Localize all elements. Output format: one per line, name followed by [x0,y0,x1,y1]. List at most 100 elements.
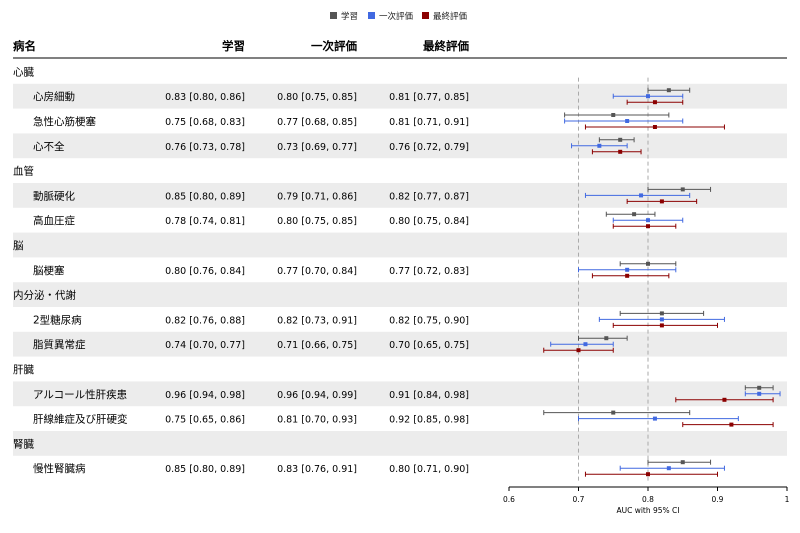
point-learning [646,261,650,266]
auc-final-label: 0.81 [0.77, 0.85] [389,92,469,103]
disease-label: 動脈硬化 [33,189,75,202]
auc-final-label: 0.76 [0.72, 0.79] [389,142,469,153]
disease-label: 2型糖尿病 [33,313,82,326]
point-learning [611,113,616,117]
auc-learning-label: 0.75 [0.68, 0.83] [165,117,245,128]
point-final [722,397,727,402]
point-learning [611,410,616,415]
auc-learning-label: 0.75 [0.65, 0.86] [165,415,245,426]
auc-final-label: 0.81 [0.71, 0.91] [389,117,469,128]
row-band [13,381,787,407]
auc-first-label: 0.77 [0.68, 0.85] [277,117,357,128]
point-learning [680,460,685,465]
auc-learning-label: 0.76 [0.73, 0.78] [165,142,245,153]
disease-label: 心房細動 [33,90,75,103]
auc-first-label: 0.71 [0.66, 0.75] [277,340,357,351]
row-band [13,133,787,159]
point-learning [618,137,623,142]
category-label: 内分泌・代謝 [13,289,76,302]
x-tick-label: 1 [785,495,790,504]
point-final [652,125,657,129]
point-learning [680,187,685,192]
legend-label-final: 最終評価 [433,11,468,22]
point-first [625,267,630,272]
disease-label: 高血圧症 [33,214,75,227]
category-label: 腎臓 [13,438,34,450]
legend-label-learning: 学習 [341,11,358,22]
auc-final-label: 0.70 [0.65, 0.75] [389,340,469,351]
point-final [646,472,650,477]
category-label: 心臓 [13,66,34,78]
disease-label: 慢性腎臓病 [33,462,86,475]
point-first [659,317,664,322]
point-learning [659,311,664,316]
point-first [646,218,650,223]
x-axis: 0.6 0.7 0.8 0.9 1 AUC with 95% CI [503,486,790,515]
legend-label-first: 一次評価 [379,11,414,22]
auc-final-label: 0.91 [0.84, 0.98] [389,390,469,401]
legend-swatch-final [422,12,429,19]
auc-final-label: 0.80 [0.75, 0.84] [389,216,469,227]
legend-swatch-first [368,12,375,19]
auc-learning-label: 0.74 [0.70, 0.77] [165,340,245,351]
auc-learning-label: 0.85 [0.80, 0.89] [165,464,245,475]
auc-first-label: 0.80 [0.75, 0.85] [277,216,357,227]
x-tick-label: 0.7 [573,495,585,504]
point-first [652,416,657,421]
header-learning: 学習 [222,39,245,53]
row-bands [13,83,787,456]
table-header: 病名 学習 一次評価 最終評価 [13,39,787,59]
point-first [666,466,671,471]
point-first [646,94,650,99]
disease-label: 急性心筋梗塞 [33,115,96,128]
point-learning [757,385,762,390]
auc-first-label: 0.96 [0.94, 0.99] [277,390,357,401]
x-axis-label: AUC with 95% CI [616,506,679,515]
x-tick-label: 0.8 [642,495,654,504]
point-learning [666,88,671,93]
point-final [659,323,664,328]
point-final [576,348,581,353]
auc-final-label: 0.77 [0.72, 0.83] [389,266,469,277]
point-final [646,224,650,229]
category-label: 脳 [13,240,24,252]
category-label: 肝臓 [13,364,34,376]
auc-learning-label: 0.96 [0.94, 0.98] [165,390,245,401]
x-tick-label: 0.6 [503,495,515,504]
row-band [13,331,787,357]
auc-learning-label: 0.82 [0.76, 0.88] [165,315,245,326]
point-first [625,119,630,123]
point-final [625,273,630,278]
auc-learning-label: 0.80 [0.76, 0.84] [165,266,245,277]
header-disease: 病名 [13,39,36,53]
category-label: 血管 [13,165,34,178]
auc-learning-label: 0.83 [0.80, 0.86] [165,92,245,103]
auc-final-label: 0.82 [0.77, 0.87] [389,191,469,202]
auc-first-label: 0.77 [0.70, 0.84] [277,266,357,277]
point-first [757,391,762,396]
point-final [618,149,623,154]
plot-marks [543,87,781,477]
auc-learning-label: 0.85 [0.80, 0.89] [165,191,245,202]
point-final [652,100,657,105]
auc-final-label: 0.82 [0.75, 0.90] [389,315,469,326]
disease-label: 心不全 [33,140,65,153]
point-first [597,143,602,148]
point-final [659,199,664,204]
header-first: 一次評価 [311,39,357,53]
auc-first-label: 0.83 [0.76, 0.91] [277,464,357,475]
auc-first-label: 0.73 [0.69, 0.77] [277,142,357,153]
auc-final-label: 0.92 [0.85, 0.98] [389,415,469,426]
header-final: 最終評価 [423,39,469,53]
disease-label: 肝線維症及び肝硬変 [33,413,128,426]
point-final [729,422,734,427]
row-band [13,282,787,307]
disease-label: 脂質異常症 [33,338,86,351]
disease-label: 脳梗塞 [33,264,65,277]
point-learning [632,212,637,217]
auc-learning-label: 0.78 [0.74, 0.81] [165,216,245,227]
auc-first-label: 0.81 [0.70, 0.93] [277,415,357,426]
point-learning [604,336,609,341]
